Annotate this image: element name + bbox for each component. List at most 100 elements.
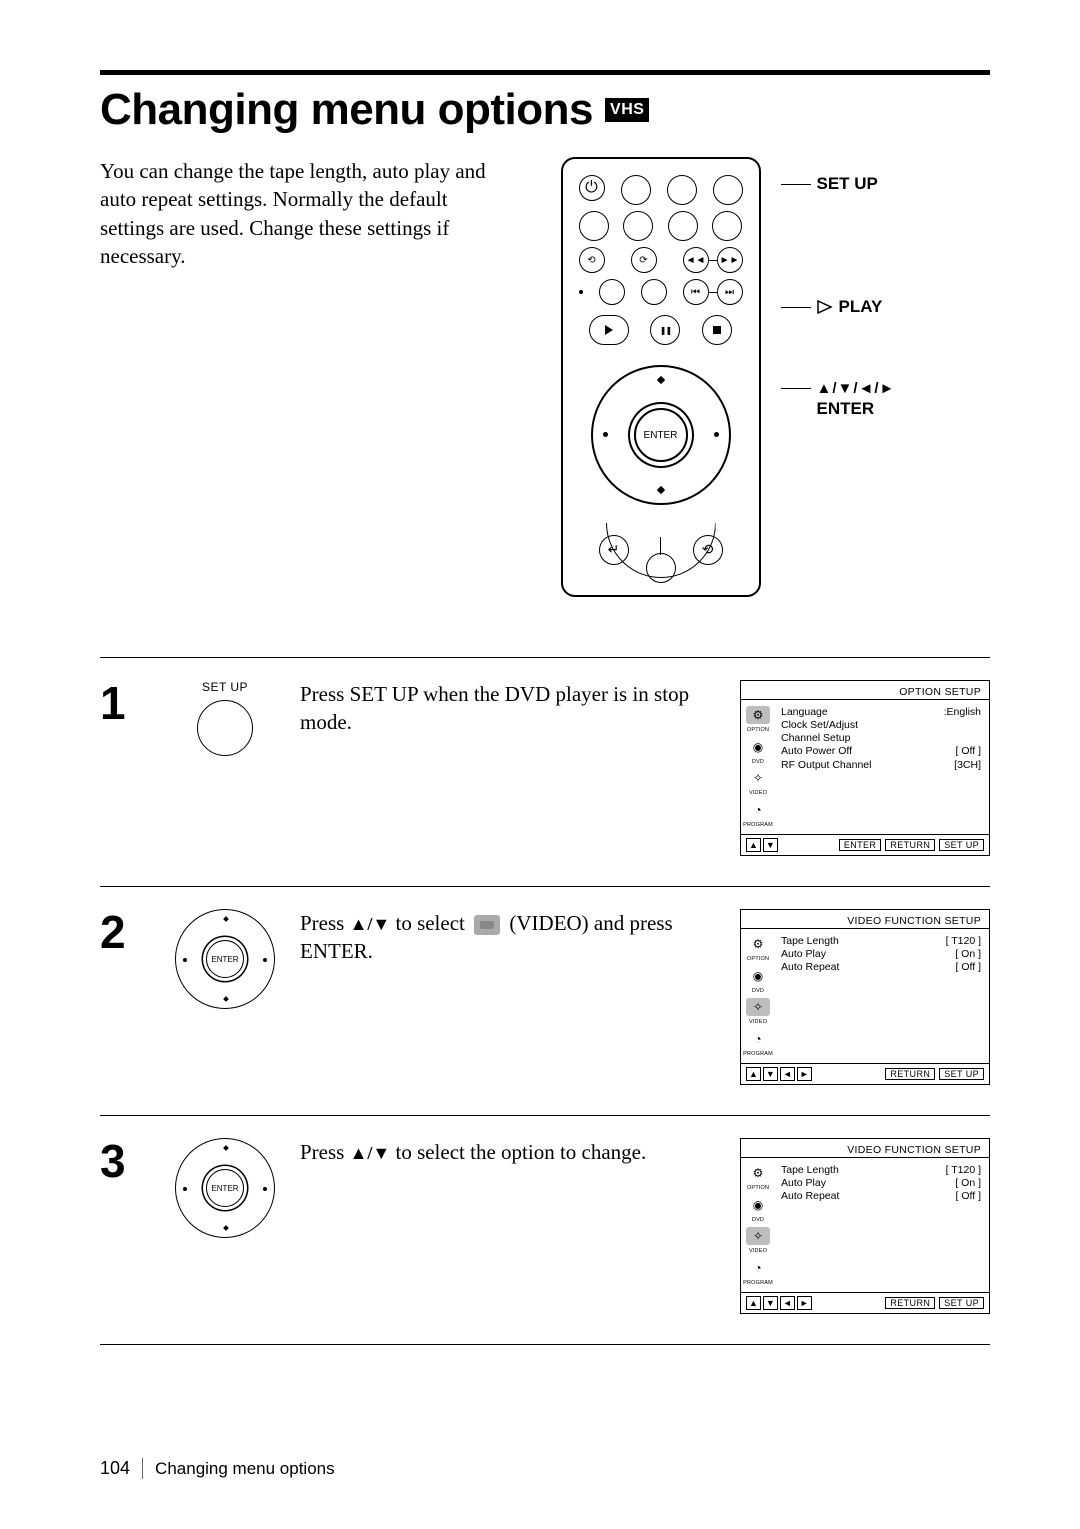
osd-side-label: DVD <box>752 760 764 766</box>
remote-btn <box>621 175 651 205</box>
osd-side-icon: ◉ <box>746 967 770 985</box>
osd-foot-button: RETURN <box>885 1297 935 1309</box>
title-row: Changing menu options VHS <box>100 85 990 135</box>
osd-row-value: [ T120 ] <box>946 1164 981 1177</box>
footer-text: Changing menu options <box>155 1459 335 1479</box>
step-text: Press <box>300 911 350 935</box>
osd-side-label: VIDEO <box>749 791 767 797</box>
power-icon <box>579 175 605 201</box>
osd-row: Auto Play[ On ] <box>781 948 981 961</box>
step-icon: ENTER <box>170 1138 280 1314</box>
osd-title: VIDEO FUNCTION SETUP <box>741 910 989 929</box>
stop-icon <box>702 315 732 345</box>
osd-side-icon: ◔ <box>746 801 770 819</box>
osd-row: Clock Set/Adjust <box>781 719 981 732</box>
osd-row: Auto Play[ On ] <box>781 1177 981 1190</box>
intro-text: You can change the tape length, auto pla… <box>100 157 501 597</box>
osd-row-label: Tape Length <box>781 935 839 948</box>
osd-row-value: [ Off ] <box>956 1190 981 1203</box>
pause-icon <box>650 315 680 345</box>
page-number: 104 <box>100 1458 143 1479</box>
osd-row-label: Tape Length <box>781 1164 839 1177</box>
step-3: 3 ENTER Press ▲/▼ to select the option t… <box>100 1116 990 1345</box>
osd-foot-button: RETURN <box>885 1068 935 1080</box>
video-icon <box>474 915 500 935</box>
step-text: Press SET UP when the DVD player is in s… <box>300 682 689 734</box>
osd-side-icon: ✧ <box>746 769 770 787</box>
intro-block: You can change the tape length, auto pla… <box>100 157 990 597</box>
osd-main: Tape Length[ T120 ]Auto Play[ On ]Auto R… <box>775 929 989 1063</box>
osd-side-icon: ◉ <box>746 738 770 756</box>
osd-row-value: [ On ] <box>955 1177 981 1190</box>
osd-foot-button: SET UP <box>939 1068 984 1080</box>
remote-btn: ⏭ <box>717 279 743 305</box>
step-text: to select <box>390 911 470 935</box>
osd-row: Tape Length [ T120 ] <box>781 1164 981 1177</box>
osd-foot-button: SET UP <box>939 839 984 851</box>
remote-btn <box>579 211 609 241</box>
osd-footer: ▲▼◄► RETURN SET UP <box>741 1063 989 1084</box>
osd-row: Auto Repeat [ Off ] <box>781 961 981 974</box>
osd-side-label: DVD <box>752 1218 764 1224</box>
label-setup: SET UP <box>817 174 878 194</box>
osd-row-label: Clock Set/Adjust <box>781 719 858 732</box>
osd-side-label: OPTION <box>747 1186 769 1192</box>
osd-row-value: [ Off ] <box>956 745 981 758</box>
step-description: Press ▲/▼ to select the option to change… <box>300 1138 720 1314</box>
osd-row-value: [3CH] <box>954 759 981 772</box>
osd-arrow-icon: ► <box>797 1067 812 1081</box>
osd-side-label: VIDEO <box>749 1249 767 1255</box>
arrows-text: ▲/▼ <box>350 1143 391 1163</box>
osd-side-label: VIDEO <box>749 1020 767 1026</box>
osd-side-icon: ◉ <box>746 1196 770 1214</box>
osd-row: Auto Repeat[ Off ] <box>781 1190 981 1203</box>
osd-side-label: DVD <box>752 989 764 995</box>
nav-ring-icon: ENTER <box>175 909 275 1009</box>
remote-btn-setup <box>713 175 743 205</box>
osd-screen: VIDEO FUNCTION SETUP ⚙OPTION◉DVD✧VIDEO◔P… <box>740 909 990 1085</box>
osd-row: Channel Setup <box>781 732 981 745</box>
remote-btn: ◄◄ <box>683 247 709 273</box>
remote-btn: ⏮ <box>683 279 709 305</box>
osd-foot-button: RETURN <box>885 839 935 851</box>
osd-title: OPTION SETUP <box>741 681 989 700</box>
osd-main: Tape Length [ T120 ]Auto Play[ On ]Auto R… <box>775 1158 989 1292</box>
osd-row: Auto Power Off [ Off ] <box>781 745 981 758</box>
remote-btn <box>641 279 667 305</box>
osd-row: Language :English <box>781 706 981 719</box>
osd-row-value: [ Off ] <box>956 961 981 974</box>
osd-sidebar: ⚙OPTION◉DVD✧VIDEO◔PROGRAM <box>741 1158 775 1292</box>
step-icon: ENTER <box>170 909 280 1085</box>
osd-side-icon: ◔ <box>746 1030 770 1048</box>
osd-arrow-icon: ► <box>797 1296 812 1310</box>
osd-arrow-icon: ▼ <box>763 1067 778 1081</box>
nav-ring: ENTER <box>591 365 731 505</box>
step-text: to select the option to change. <box>390 1140 646 1164</box>
nav-ring-icon: ENTER <box>175 1138 275 1238</box>
osd-row-label: RF Output Channel <box>781 759 871 772</box>
osd-row-value: :English <box>944 706 981 719</box>
osd-arrow-icon: ◄ <box>780 1067 795 1081</box>
remote-area: ⟲ ⟳ ◄◄►► ⏮⏭ <box>541 157 991 597</box>
osd-side-icon: ✧ <box>746 998 770 1016</box>
label-enter: ENTER <box>817 399 875 418</box>
osd-side-label: PROGRAM <box>743 823 773 829</box>
osd-arrow-icon: ▲ <box>746 838 761 852</box>
osd-row-label: Auto Power Off <box>781 745 852 758</box>
step-description: Press SET UP when the DVD player is in s… <box>300 680 720 856</box>
osd-row-label: Auto Repeat <box>781 961 839 974</box>
osd-row-label: Auto Play <box>781 948 826 961</box>
osd-arrow-icon: ▲ <box>746 1067 761 1081</box>
osd-row-label: Channel Setup <box>781 732 850 745</box>
osd-row-label: Language <box>781 706 828 719</box>
osd-side-icon: ⚙ <box>746 1164 770 1182</box>
osd-side-label: PROGRAM <box>743 1281 773 1287</box>
osd-foot-button: SET UP <box>939 1297 984 1309</box>
label-arrows: ▲/▼/◄/► <box>817 380 896 397</box>
osd-arrow-icon: ▲ <box>746 1296 761 1310</box>
step-number: 1 <box>100 680 150 856</box>
play-icon <box>589 315 629 345</box>
remote-btn <box>712 211 742 241</box>
osd-side-label: OPTION <box>747 957 769 963</box>
enter-icon: ENTER <box>206 940 244 978</box>
